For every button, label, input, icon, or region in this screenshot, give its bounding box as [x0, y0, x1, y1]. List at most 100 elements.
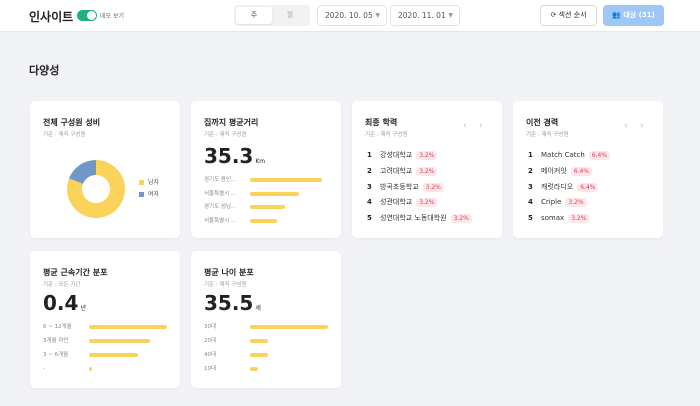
bar-row: 10대 — [204, 365, 329, 373]
rank-number: 5 — [528, 214, 533, 223]
rank-number: 3 — [528, 182, 533, 191]
card-subtitle: 기준 : 재직 구성원 — [365, 132, 408, 138]
rank-percent-badge: 6.4% — [588, 151, 611, 160]
rank-number: 1 — [528, 151, 533, 159]
bar — [250, 367, 258, 371]
tenure-value: 0.4 년 — [43, 291, 86, 315]
bar-label: 경기도 성남... — [204, 204, 237, 211]
prev-page-icon[interactable]: ‹ — [463, 121, 467, 131]
rank-number: 3 — [367, 182, 372, 191]
donut-slice-0 — [67, 160, 126, 218]
legend-male: 남자 — [139, 179, 159, 187]
next-page-icon[interactable]: › — [479, 121, 483, 131]
list-item: 5 somax 3.2% — [528, 213, 590, 224]
legend-female: 여자 — [139, 191, 159, 199]
bar — [250, 191, 299, 196]
education-card: 최종 학력 기준 : 재직 구성원 ‹ › 1 강성대학교 3.2% 2 고려대학교 3.… — [352, 101, 502, 238]
card-subtitle: 기준 : 재직 구성원 — [204, 282, 247, 288]
rank-percent-badge: 6.4% — [577, 182, 599, 192]
bar-row: 서울특별시 ... — [204, 217, 329, 225]
rank-name: somax — [541, 214, 565, 223]
start-date-value: 2020. 10. 05 — [325, 11, 373, 20]
card-subtitle: 기준 : 재직 구성원 — [43, 132, 86, 138]
period-week-option[interactable]: 주 — [236, 7, 272, 24]
rank-percent-badge: 3.2% — [416, 198, 438, 208]
bar-label: 40대 — [204, 352, 217, 358]
rank-percent-badge: 3.2% — [568, 214, 590, 224]
card-subtitle: 기준 : 재직 구성원 — [204, 132, 247, 138]
chevron-down-icon: ▼ — [448, 12, 453, 19]
rank-percent-badge: 3.2% — [416, 151, 438, 160]
bar-label: 10대 — [204, 366, 217, 372]
list-item: 3 캐럿라디오 6.4% — [528, 182, 599, 192]
users-icon: 👥 — [612, 11, 621, 19]
list-item: 2 메이커잇 6.4% — [528, 166, 593, 176]
bar-row: - — [43, 365, 168, 373]
list-item: 4 Criple 3.2% — [528, 197, 587, 208]
rank-number: 2 — [528, 166, 533, 175]
bar — [250, 325, 328, 329]
rank-percent-badge: 3.2% — [450, 214, 472, 224]
list-item: 1 강성대학교 3.2% — [367, 150, 438, 160]
bar — [89, 353, 139, 357]
bar — [250, 219, 278, 224]
card-title: 이전 경력 — [526, 118, 559, 127]
start-date-select[interactable]: 2020. 10. 05 ▼ — [317, 5, 387, 26]
gender-donut-chart — [67, 160, 126, 218]
demo-toggle-label: 데모 보기 — [100, 13, 124, 20]
rank-name: 방곡초등학교 — [380, 182, 419, 191]
card-title: 전체 구성원 성비 — [43, 118, 101, 127]
tenure-card: 평균 근속기간 분포 기준 : 모든 기간 0.4 년 6 ~ 12개월 3개월 미… — [30, 251, 180, 388]
card-title: 집까지 평균거리 — [204, 118, 259, 127]
rank-name: 강성대학교 — [380, 151, 413, 159]
bar — [250, 353, 268, 357]
bar — [250, 205, 285, 210]
next-page-icon[interactable]: › — [640, 121, 644, 131]
distance-value: 35.3 Km — [204, 144, 266, 168]
bar-label: 3 ~ 6개월 — [43, 352, 69, 358]
section-title: 다양성 — [29, 64, 60, 77]
end-date-select[interactable]: 2020. 11. 01 ▼ — [390, 5, 460, 26]
rank-number: 4 — [367, 198, 372, 207]
bar-row: 40대 — [204, 351, 329, 359]
rank-name: 캐럿라디오 — [541, 182, 574, 191]
section-order-label: 섹션 순서 — [558, 11, 587, 19]
card-title: 최종 학력 — [365, 118, 398, 127]
bar-row: 6 ~ 12개월 — [43, 323, 168, 331]
prev-page-icon[interactable]: ‹ — [624, 121, 628, 131]
bar — [89, 367, 93, 371]
rank-percent-badge: 3.2% — [416, 166, 438, 176]
rank-number: 4 — [528, 198, 533, 207]
bar-label: 30대 — [204, 324, 217, 330]
target-button[interactable]: 👥 대상 (31) — [603, 5, 664, 26]
top-bar: 인사이트 데모 보기 주 월 2020. 10. 05 ▼ 2020. 11. … — [0, 0, 700, 32]
bar-label: - — [43, 366, 45, 372]
demo-toggle[interactable] — [77, 10, 97, 21]
list-item: 3 방곡초등학교 3.2% — [367, 182, 444, 192]
chevron-down-icon: ▼ — [375, 12, 380, 19]
bar-label: 20대 — [204, 338, 217, 344]
rank-name: 메이커잇 — [541, 166, 567, 175]
rank-name: 성관대학교 — [380, 198, 413, 207]
period-month-option[interactable]: 월 — [286, 11, 294, 19]
toggle-knob — [87, 11, 96, 20]
section-order-button[interactable]: ⟳ 섹션 순서 — [540, 5, 597, 26]
distance-card: 집까지 평균거리 기준 : 재직 구성원 35.3 Km 경기도 용인... 서울특… — [191, 101, 341, 238]
bar — [89, 325, 167, 329]
rank-percent-badge: 3.2% — [422, 182, 444, 192]
age-value: 35.5 세 — [204, 291, 261, 315]
bar-label: 경기도 용인... — [204, 177, 237, 183]
rank-percent-badge: 6.4% — [570, 166, 593, 176]
age-card: 평균 나이 분포 기준 : 재직 구성원 35.5 세 30대 20대 40대 10대 — [191, 251, 341, 388]
rank-number: 2 — [367, 166, 372, 175]
bar-row: 30대 — [204, 323, 329, 331]
rank-percent-badge: 3.2% — [565, 198, 587, 208]
bar-label: 3개월 미만 — [43, 338, 69, 344]
bar-label: 서울특별시 ... — [204, 190, 237, 197]
list-item: 1 Match Catch 6.4% — [528, 150, 611, 160]
rank-number: 1 — [367, 151, 372, 159]
card-subtitle: 기준 : 모든 기간 — [43, 282, 81, 288]
rank-number: 5 — [367, 214, 372, 223]
bar — [250, 178, 322, 182]
bar-row: 3개월 미만 — [43, 337, 168, 345]
